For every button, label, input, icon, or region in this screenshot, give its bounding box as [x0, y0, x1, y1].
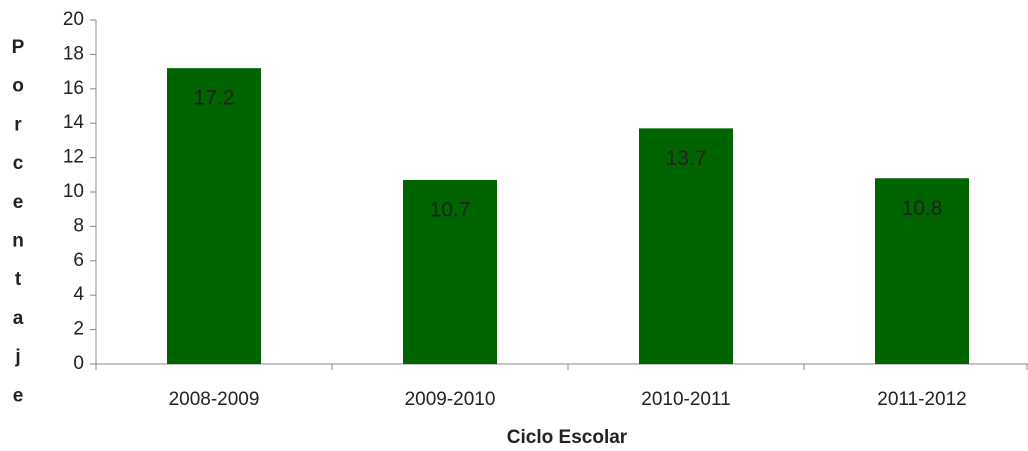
x-tick-label: 2008-2009 — [169, 389, 260, 410]
x-tick-label: 2009-2010 — [405, 389, 496, 410]
y-tick-label: 8 — [73, 215, 84, 236]
y-tick-label: 14 — [63, 112, 85, 133]
data-label: 13.7 — [666, 147, 707, 170]
data-label: 17.2 — [194, 87, 235, 110]
y-tick-label: 20 — [63, 9, 84, 30]
y-tick-label: 2 — [73, 319, 84, 340]
y-tick-label: 4 — [73, 284, 84, 305]
x-tick-label: 2011-2012 — [877, 389, 966, 410]
y-tick-label: 12 — [63, 147, 84, 168]
y-tick-label: 0 — [73, 353, 84, 374]
x-tick-label: 2010-2011 — [641, 389, 730, 410]
data-label: 10.7 — [430, 199, 471, 222]
bar — [875, 178, 969, 364]
bar — [167, 68, 261, 364]
data-label: 10.8 — [902, 197, 943, 220]
y-tick-label: 10 — [63, 181, 84, 202]
y-tick-label: 18 — [63, 43, 84, 64]
x-axis-label: Ciclo Escolar — [507, 427, 628, 448]
bar — [639, 128, 733, 364]
y-tick-label: 6 — [73, 250, 84, 271]
y-tick-label: 16 — [63, 78, 84, 99]
bar — [403, 179, 497, 364]
